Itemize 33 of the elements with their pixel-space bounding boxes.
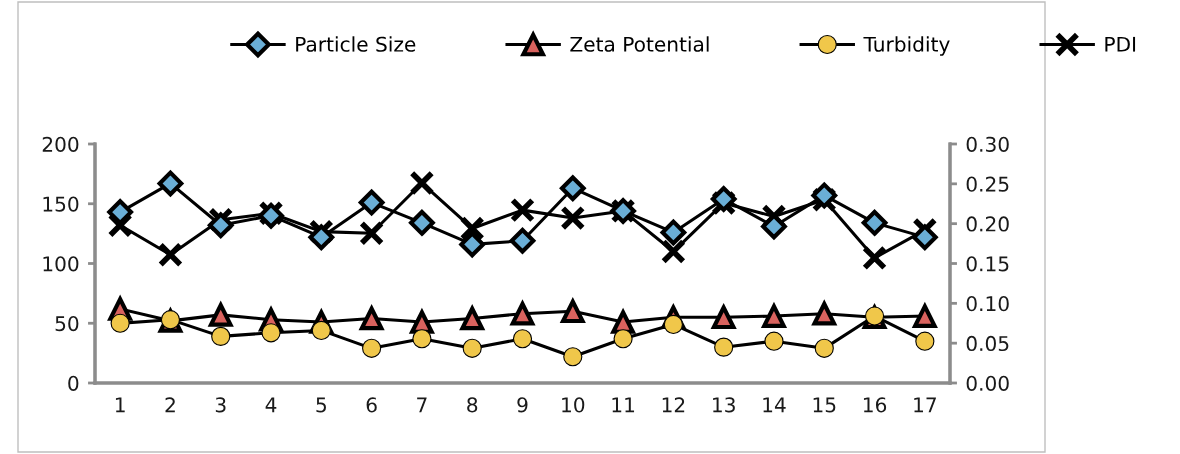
x-tick-label: 3 bbox=[215, 397, 226, 413]
y-tick-label: 50 bbox=[55, 315, 79, 332]
legend-label: Turbidity bbox=[863, 36, 950, 56]
y-tick-label: 150 bbox=[43, 196, 79, 212]
y2-tick-label: 0.30 bbox=[966, 136, 1009, 152]
x-tick-label: 9 bbox=[517, 397, 528, 413]
y2-tick-label: 0.20 bbox=[966, 216, 1009, 232]
y-tick-label: 100 bbox=[43, 256, 79, 272]
x-tick-label: 7 bbox=[417, 397, 427, 413]
x-tick-label: 6 bbox=[366, 397, 377, 413]
legend-label: Zeta Potential bbox=[570, 36, 709, 52]
x-tick-label: 1 bbox=[115, 397, 125, 413]
x-tick-label: 8 bbox=[467, 397, 478, 413]
y2-tick-label: 0.05 bbox=[966, 335, 1009, 352]
x-tick-label: 11 bbox=[612, 397, 635, 413]
x-tick-label: 12 bbox=[662, 397, 685, 413]
x-tick-label: 10 bbox=[562, 397, 585, 413]
x-tick-label: 15 bbox=[813, 397, 836, 413]
legend-label: PDI bbox=[1105, 36, 1136, 52]
y2-tick-label: 0.10 bbox=[966, 296, 1009, 312]
y-tick-label: 0 bbox=[68, 375, 79, 391]
x-tick-label: 17 bbox=[914, 397, 936, 413]
y-tick-label: 200 bbox=[42, 136, 79, 152]
x-tick-label: 5 bbox=[316, 397, 326, 413]
x-tick-label: 16 bbox=[863, 397, 887, 413]
x-tick-label: 4 bbox=[265, 397, 277, 413]
legend-label: Particle Size bbox=[296, 36, 416, 52]
x-tick-label: 2 bbox=[165, 397, 175, 413]
y2-tick-label: 0.15 bbox=[966, 256, 1009, 272]
x-tick-label: 14 bbox=[763, 397, 786, 413]
y2-tick-label: 0.25 bbox=[966, 176, 1009, 192]
x-tick-label: 13 bbox=[713, 397, 735, 413]
y2-tick-label: 0.00 bbox=[966, 375, 1009, 391]
